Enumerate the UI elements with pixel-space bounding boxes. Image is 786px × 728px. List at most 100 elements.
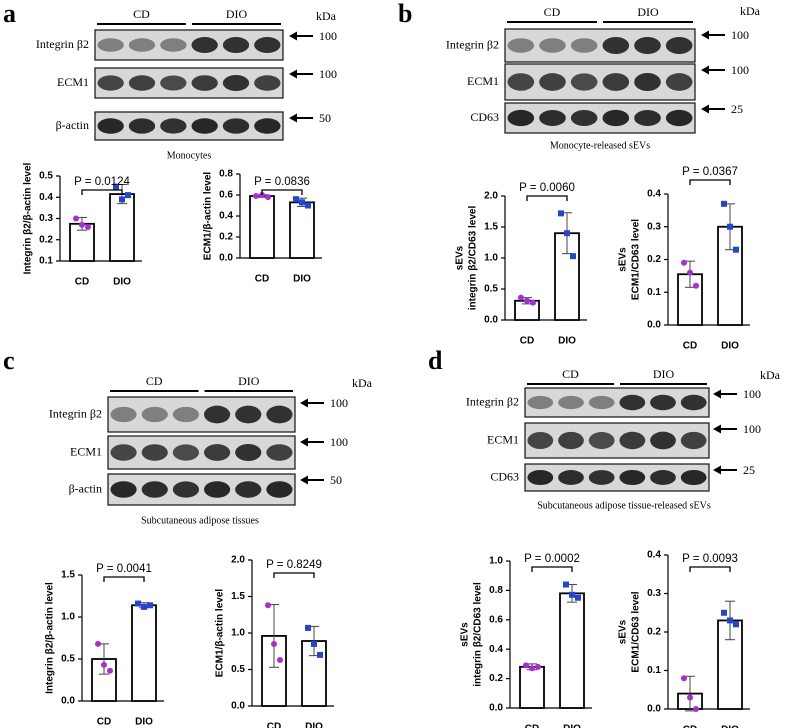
x-tick-label: CD <box>683 341 697 352</box>
blot-band <box>203 405 231 424</box>
y-tick-label: 0.4 <box>39 192 53 203</box>
data-point <box>524 297 530 304</box>
data-point <box>85 224 91 230</box>
blot-band <box>97 118 124 134</box>
x-tick-label: CD <box>520 336 534 347</box>
arrow-head <box>713 424 721 434</box>
blot-band <box>634 72 661 92</box>
significance-bracket <box>261 189 303 195</box>
data-point <box>265 602 271 609</box>
data-point <box>570 253 576 260</box>
group-label: DIO <box>653 367 675 381</box>
marker-label: 100 <box>743 422 761 436</box>
arrow-head <box>713 389 721 399</box>
y-axis-label: ECM1/CD63 level <box>631 591 642 672</box>
blot-background <box>107 435 296 470</box>
p-value: P = 0.0002 <box>524 553 580 565</box>
data-point <box>721 609 727 616</box>
arrow-head <box>289 69 297 79</box>
marker-label: 100 <box>743 387 761 401</box>
blot-band <box>191 118 218 134</box>
row-label: Integrin β2 <box>49 406 102 420</box>
significance-bracket <box>531 566 573 572</box>
panel-letter: c <box>3 346 15 375</box>
y-tick-label: 0.2 <box>219 232 233 243</box>
row-label: ECM1 <box>467 74 499 88</box>
blot-band <box>527 469 554 486</box>
blot-band <box>235 444 262 461</box>
y-axis-label: Integrin β2/β-actin level <box>23 162 34 274</box>
data-point <box>73 215 79 222</box>
y-tick-label: 0.2 <box>489 673 503 684</box>
blot-background <box>504 102 696 134</box>
data-point <box>563 581 569 588</box>
blot-band <box>97 75 124 91</box>
blot-background <box>504 28 696 63</box>
blot-band <box>680 394 707 411</box>
marker-label: 100 <box>731 63 749 77</box>
x-tick-label: DIO <box>563 724 581 728</box>
blot-band <box>619 431 646 450</box>
blot-band <box>235 481 262 498</box>
y-axis-label: ECM1/CD63 level <box>631 219 642 300</box>
y-axis-label: sEVs <box>618 619 629 644</box>
y-axis-label: ECM1/β-actin level <box>215 589 226 678</box>
marker-label: 100 <box>731 28 749 42</box>
blot-background <box>107 473 296 506</box>
arrow-head <box>289 113 297 123</box>
data-point <box>733 621 739 628</box>
data-point <box>681 675 687 682</box>
group-label: CD <box>146 374 163 388</box>
blot-background <box>504 63 696 101</box>
blot-band <box>680 431 707 450</box>
unit-label: kDa <box>316 9 337 23</box>
data-point <box>135 600 141 607</box>
y-tick-label: 0.6 <box>489 614 503 625</box>
data-point <box>113 183 119 190</box>
blot-band <box>141 406 168 423</box>
data-point <box>265 194 271 201</box>
blot-band <box>539 38 566 53</box>
p-value: P = 0.0093 <box>682 553 738 565</box>
y-tick-label: 0.3 <box>647 221 661 232</box>
data-point <box>727 617 733 624</box>
data-point <box>101 661 107 668</box>
row-label: β-actin <box>56 118 89 132</box>
blot-band <box>172 406 200 423</box>
data-point <box>299 199 305 206</box>
y-axis-label: Integrin β2/β-actin level <box>45 582 56 694</box>
data-point <box>293 196 299 203</box>
blot-band <box>588 470 615 485</box>
bar <box>131 604 157 702</box>
blot-background <box>107 396 296 433</box>
y-tick-label: 0.2 <box>647 627 661 638</box>
marker-label: 100 <box>330 396 348 410</box>
y-tick-label: 1.0 <box>484 253 498 264</box>
x-tick-label: CD <box>255 274 269 285</box>
data-point <box>733 246 739 253</box>
blot-band <box>680 469 707 486</box>
data-point <box>518 294 524 301</box>
y-tick-label: 0.8 <box>219 169 233 180</box>
y-tick-label: 0.0 <box>647 320 661 331</box>
y-axis-label: sEVs <box>618 247 629 272</box>
data-point <box>95 640 101 647</box>
bar <box>109 193 135 262</box>
unit-label: kDa <box>352 376 373 390</box>
marker-label: 50 <box>330 473 342 487</box>
group-label: CD <box>133 7 150 21</box>
y-axis-label: ECM1/β-actin level <box>203 172 214 261</box>
y-tick-label: 0.5 <box>61 654 75 665</box>
blot-caption: Subcutaneous adipose tissues <box>141 515 259 526</box>
blot-band <box>203 481 231 498</box>
y-tick-label: 0.5 <box>231 664 245 675</box>
panel-letter: d <box>428 346 443 375</box>
row-label: CD63 <box>470 110 499 124</box>
blot-band <box>222 118 250 134</box>
blot-band <box>266 481 293 498</box>
y-tick-label: 0.6 <box>219 190 233 201</box>
y-tick-label: 0.0 <box>61 696 75 707</box>
blot-band <box>602 73 630 91</box>
arrow-head <box>713 465 721 475</box>
y-tick-label: 1.0 <box>231 628 245 639</box>
